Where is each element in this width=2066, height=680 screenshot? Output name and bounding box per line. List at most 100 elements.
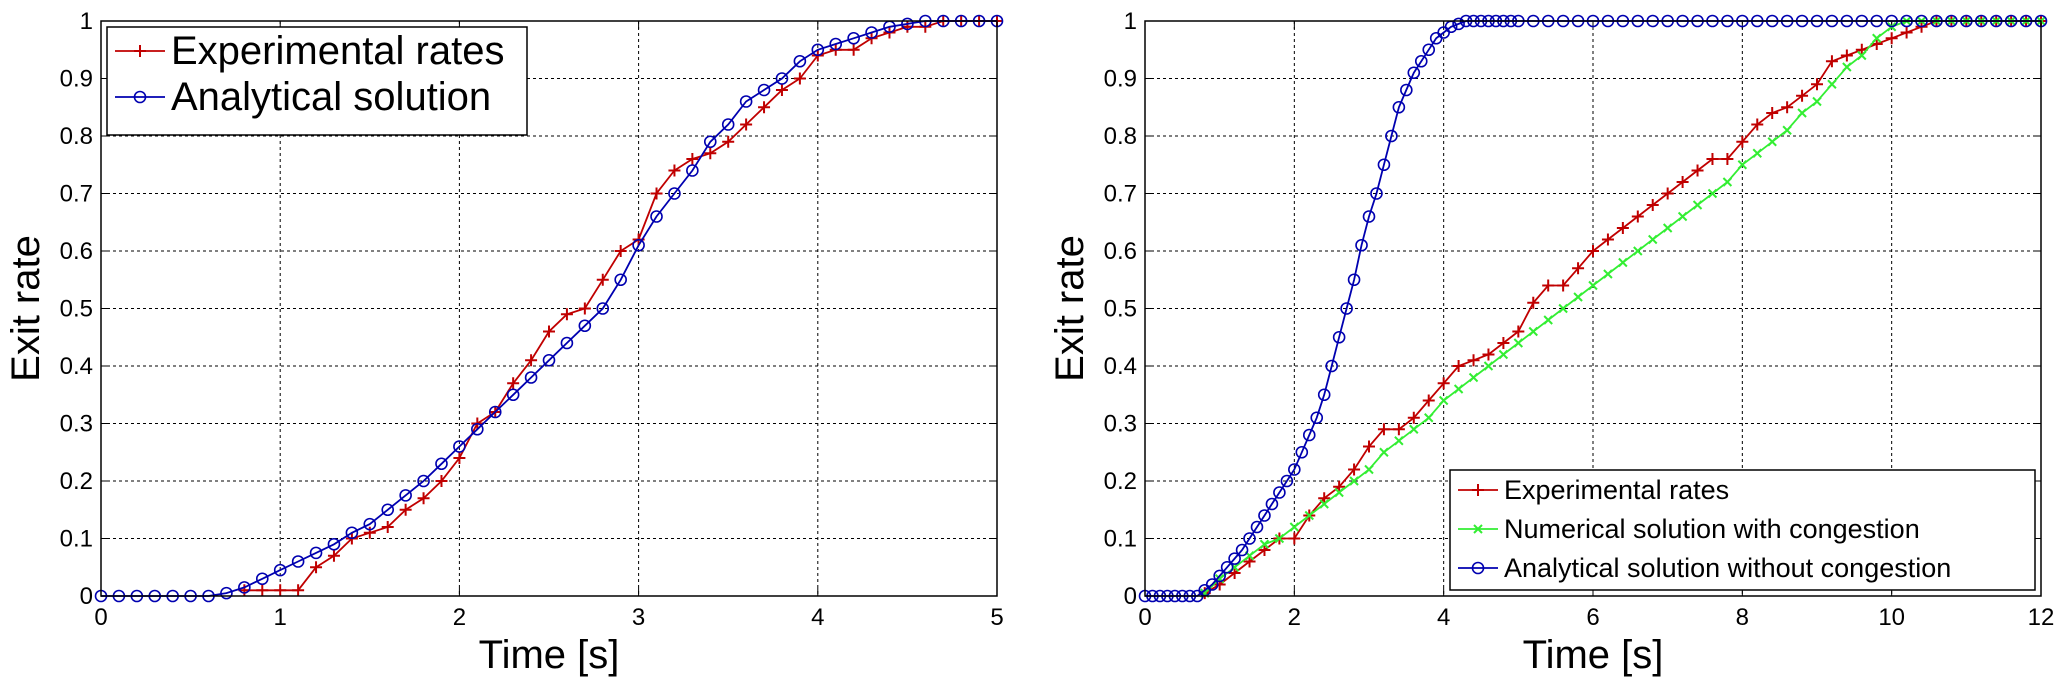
data-point bbox=[1677, 211, 1688, 222]
y-tick-label: 0.9 bbox=[1104, 66, 1137, 93]
series-line bbox=[101, 20, 997, 597]
x-tick-label: 3 bbox=[632, 604, 645, 631]
y-tick-label: 0.4 bbox=[1104, 353, 1137, 380]
series-2 bbox=[94, 14, 1004, 603]
data-point bbox=[1558, 303, 1568, 314]
data-point bbox=[1250, 520, 1264, 534]
x-tick-label: 1 bbox=[274, 604, 287, 631]
data-point bbox=[1302, 428, 1316, 442]
data-point bbox=[811, 43, 825, 57]
data-point bbox=[1603, 269, 1613, 279]
data-point bbox=[847, 31, 860, 45]
data-point bbox=[1228, 552, 1241, 565]
data-point bbox=[256, 584, 269, 597]
y-tick-label: 0.5 bbox=[60, 296, 93, 323]
data-point bbox=[543, 325, 555, 338]
y-tick-label: 1 bbox=[1124, 8, 1137, 35]
data-point bbox=[1205, 578, 1219, 591]
legend-marker bbox=[133, 90, 147, 104]
data-point bbox=[1319, 499, 1329, 509]
data-point bbox=[327, 549, 340, 562]
data-point bbox=[793, 54, 807, 68]
data-point bbox=[1840, 49, 1853, 62]
data-point bbox=[614, 245, 627, 257]
y-tick-label: 0.8 bbox=[1104, 123, 1137, 150]
chart-2: 0 2 4 6 8 10 12 0 0.1 0.2 0.3 0.4 0.5 0.6 0.7 0.8 0.9 1 Ti… bbox=[1048, 8, 2054, 677]
data-point bbox=[1273, 486, 1286, 499]
data-point bbox=[220, 586, 233, 600]
data-point bbox=[1235, 543, 1249, 557]
y-tick-label: 0.9 bbox=[60, 66, 93, 93]
data-point bbox=[1482, 348, 1495, 361]
data-point bbox=[1288, 463, 1301, 476]
data-point bbox=[471, 422, 484, 436]
y-tick-label: 1 bbox=[80, 8, 93, 35]
data-point bbox=[1872, 33, 1882, 43]
data-point bbox=[381, 503, 395, 517]
data-point bbox=[1528, 326, 1538, 337]
data-point bbox=[345, 526, 359, 540]
data-point bbox=[1498, 349, 1509, 360]
legend-marker bbox=[134, 45, 146, 57]
data-point bbox=[1752, 148, 1762, 158]
data-point bbox=[1332, 330, 1346, 344]
data-point bbox=[1722, 177, 1733, 187]
data-point bbox=[1601, 233, 1614, 246]
data-point bbox=[847, 43, 860, 56]
y-tick-label: 0.5 bbox=[1104, 296, 1137, 323]
y-tick-label: 0.2 bbox=[60, 468, 93, 495]
data-point bbox=[1414, 54, 1428, 68]
data-point bbox=[1497, 337, 1510, 349]
data-point bbox=[1751, 118, 1764, 131]
data-point bbox=[686, 164, 699, 177]
data-point bbox=[1422, 43, 1436, 57]
y-tick-label: 0.1 bbox=[60, 526, 93, 553]
data-point bbox=[1542, 279, 1555, 292]
data-point bbox=[1394, 436, 1404, 446]
data-point bbox=[1243, 555, 1256, 568]
data-point bbox=[1347, 273, 1361, 287]
data-point bbox=[1258, 509, 1271, 522]
data-point bbox=[1424, 413, 1434, 423]
data-point bbox=[1340, 302, 1353, 315]
data-point bbox=[1842, 62, 1852, 72]
data-point bbox=[614, 273, 627, 287]
data-point bbox=[1437, 377, 1450, 390]
y-axis-label: Exit rate bbox=[4, 235, 48, 382]
data-point bbox=[1767, 137, 1777, 147]
data-point bbox=[506, 388, 520, 402]
x-axis-label: Time [s] bbox=[1523, 633, 1664, 677]
data-point bbox=[1325, 359, 1338, 373]
y-tick-label: 0 bbox=[1124, 583, 1137, 610]
data-point bbox=[1362, 210, 1376, 223]
data-point bbox=[1258, 544, 1271, 556]
data-point bbox=[560, 336, 574, 350]
data-point bbox=[1289, 522, 1300, 532]
x-tick-label: 12 bbox=[2028, 604, 2055, 631]
x-tick-label: 8 bbox=[1736, 604, 1749, 631]
data-point bbox=[1377, 423, 1390, 436]
data-point bbox=[1220, 560, 1234, 574]
y-tick-label: 0.7 bbox=[1104, 181, 1137, 208]
data-point bbox=[668, 187, 681, 200]
chart-1: 0 1 2 3 4 5 0 0.1 0.2 0.3 0.4 0.5 0.6 0.7 0.8 0.9 1 Time … bbox=[4, 8, 1004, 677]
y-tick-label: 0.6 bbox=[60, 238, 93, 265]
data-point bbox=[865, 26, 878, 39]
legend-label: Numerical solution with congestion bbox=[1504, 514, 1920, 544]
data-point bbox=[1355, 238, 1368, 252]
data-point bbox=[1392, 423, 1405, 436]
x-tick-label: 0 bbox=[1138, 604, 1151, 631]
data-point bbox=[1274, 533, 1285, 544]
data-point bbox=[1676, 176, 1689, 188]
data-point bbox=[1721, 153, 1734, 165]
data-point bbox=[757, 83, 771, 97]
legend-marker bbox=[1472, 484, 1484, 496]
data-point bbox=[596, 302, 610, 315]
data-point bbox=[1452, 17, 1465, 31]
axes-frame bbox=[1144, 20, 2042, 597]
data-point bbox=[363, 526, 376, 539]
y-tick-label: 0.1 bbox=[1104, 526, 1137, 553]
x-axis-label: Time [s] bbox=[479, 633, 620, 677]
